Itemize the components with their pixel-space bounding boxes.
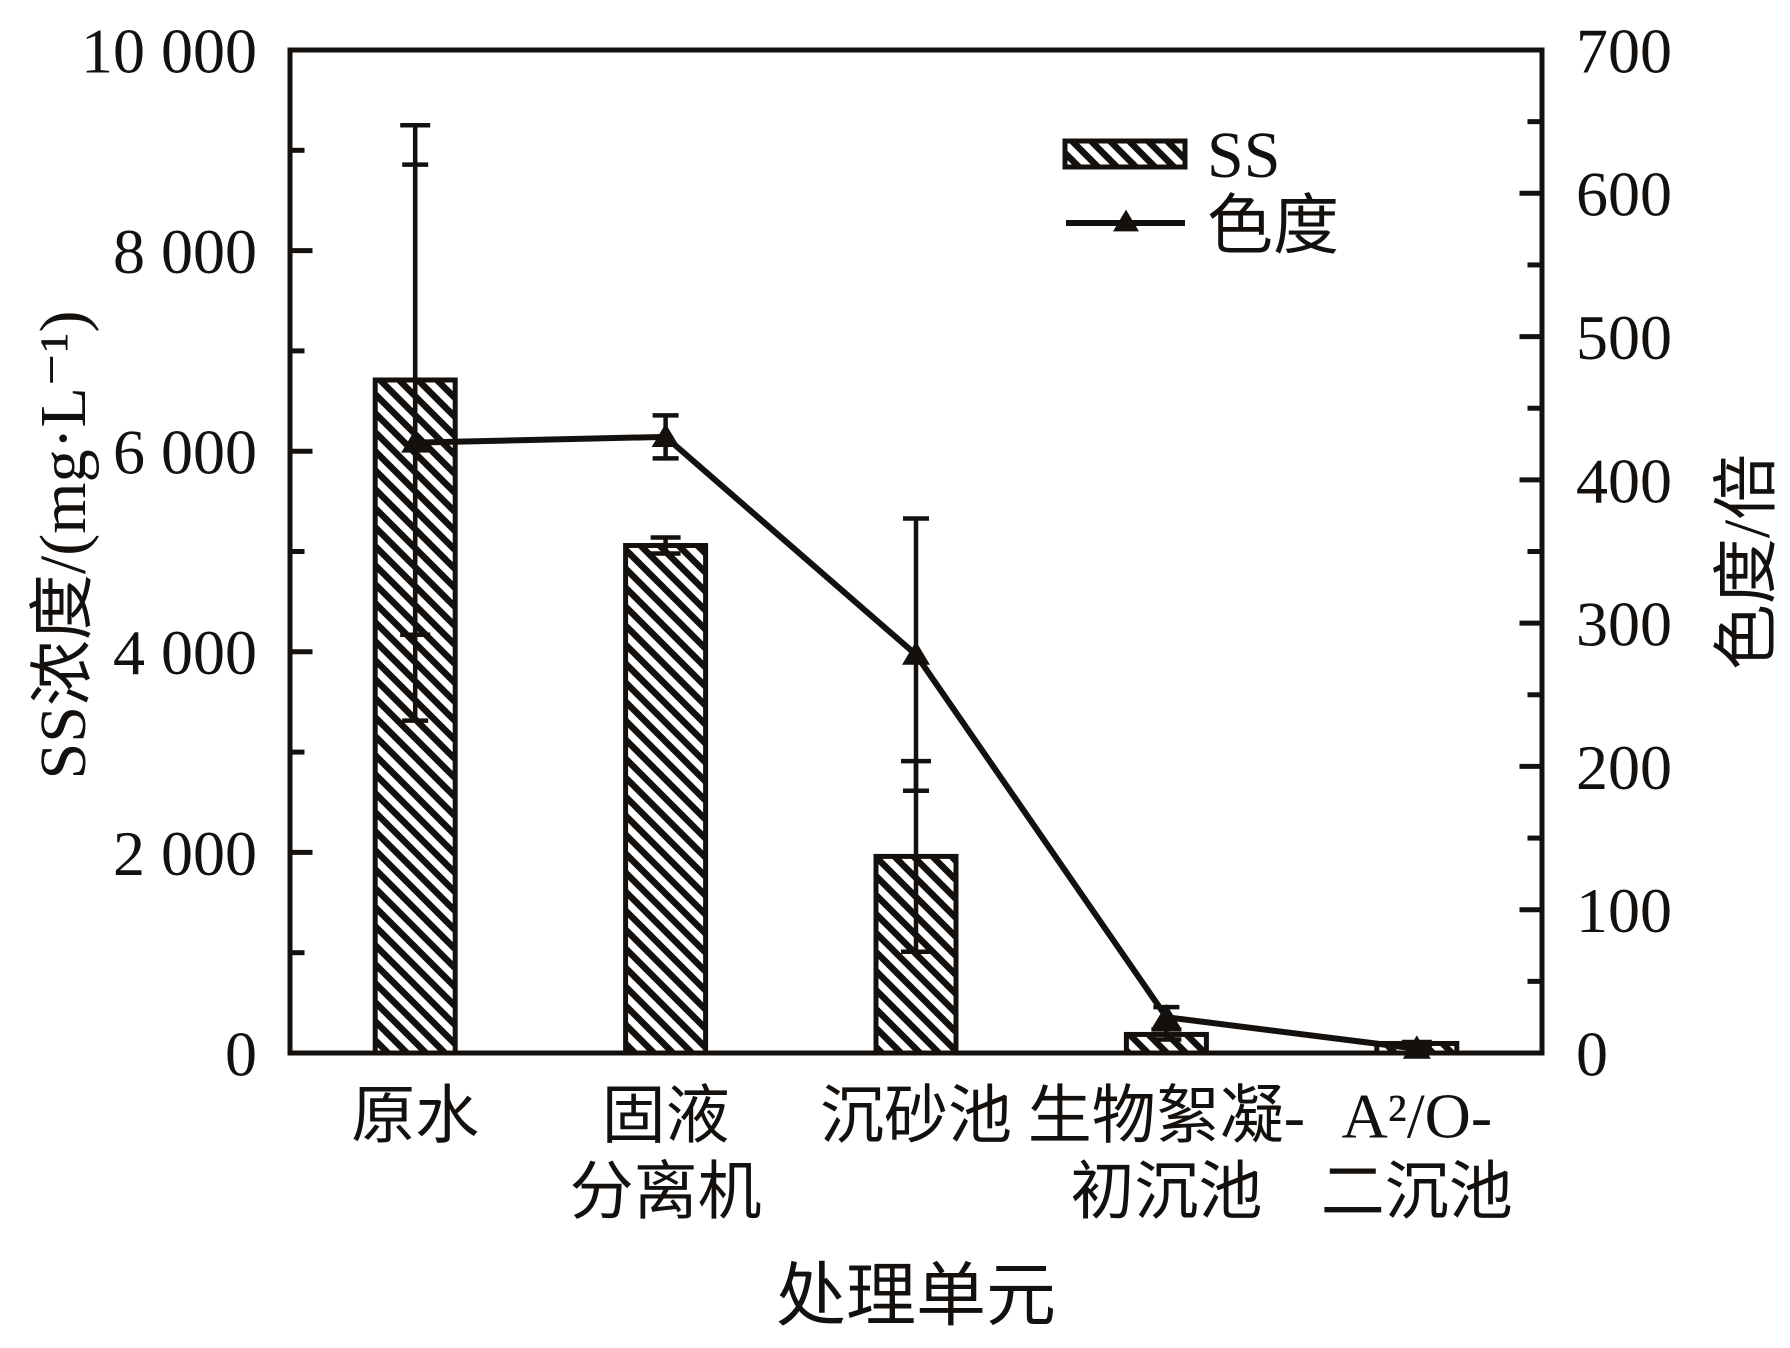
tick-label-y-right-3: 300	[1576, 589, 1672, 660]
y-left-axis-title: SS浓度/(mg·L⁻¹)	[27, 311, 100, 780]
marker-triangle-0	[401, 429, 430, 453]
bar-ss-1	[623, 542, 709, 1056]
x-category-label-1-line0: 固液	[602, 1080, 730, 1151]
x-category-label-0-line0: 原水	[351, 1080, 479, 1151]
tick-label-y-left-0: 0	[225, 1018, 257, 1089]
x-category-label-4-line1: 二沉池	[1321, 1156, 1513, 1227]
x-category-label-2-line0: 沉砂池	[820, 1080, 1012, 1151]
tick-label-y-left-2: 4 000	[113, 617, 257, 688]
tick-label-y-left-5: 10 000	[81, 15, 257, 86]
x-category-label-3-line1: 初沉池	[1070, 1156, 1262, 1227]
y-right-axis-title: 色度/倍	[1711, 454, 1784, 670]
tick-label-y-left-3: 6 000	[113, 417, 257, 488]
tick-label-y-right-1: 100	[1576, 875, 1672, 946]
tick-label-y-right-7: 700	[1576, 15, 1672, 86]
legend-label-ss: SS	[1207, 119, 1280, 192]
x-category-label-4-line0: A²/O-	[1341, 1080, 1492, 1151]
x-axis-title: 处理单元	[776, 1259, 1056, 1336]
tick-label-y-left-1: 2 000	[113, 818, 257, 889]
plot-frame	[287, 47, 1545, 1056]
x-category-label-1-line1: 分离机	[570, 1156, 762, 1227]
tick-label-y-right-4: 400	[1576, 445, 1672, 516]
tick-label-y-right-2: 200	[1576, 732, 1672, 803]
legend-label-sedu: 色度	[1207, 190, 1339, 263]
marker-triangle-1	[651, 423, 680, 447]
tick-label-y-right-0: 0	[1576, 1018, 1608, 1089]
legend-marker-triangle	[1113, 209, 1139, 232]
tick-label-y-right-5: 500	[1576, 302, 1672, 373]
legend-swatch-ss	[1062, 138, 1188, 170]
marker-triangle-2	[902, 641, 930, 665]
x-category-label-3-line0: 生物絮凝-	[1028, 1080, 1305, 1151]
tick-label-y-right-6: 600	[1576, 159, 1672, 230]
marker-triangle-3	[1152, 1003, 1181, 1028]
tick-label-y-left-4: 8 000	[113, 216, 257, 287]
